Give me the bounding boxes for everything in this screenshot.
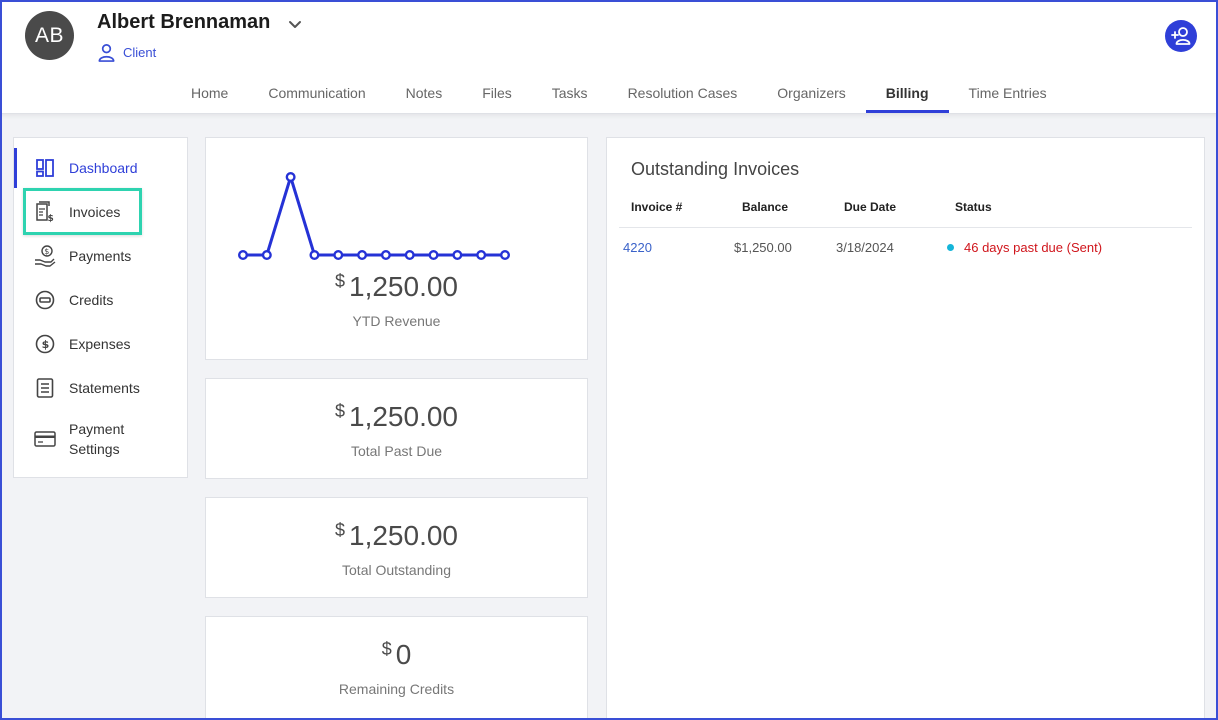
sidebar-item-dashboard[interactable]: Dashboard bbox=[14, 148, 187, 188]
credit-card-icon bbox=[34, 428, 56, 450]
sidebar-item-label-line1: Payment bbox=[69, 421, 125, 437]
statement-icon bbox=[34, 377, 56, 399]
tab-time-entries[interactable]: Time Entries bbox=[968, 85, 1047, 101]
data-point-6 bbox=[357, 249, 368, 260]
total-past-due-amount: $1,250.00 bbox=[206, 401, 587, 433]
sidebar-item-label: Payment Settings bbox=[69, 419, 124, 459]
svg-text:$: $ bbox=[42, 338, 50, 351]
status-dot-icon bbox=[947, 244, 954, 251]
sidebar-item-invoices[interactable]: $ Invoices bbox=[14, 192, 187, 232]
tab-communication[interactable]: Communication bbox=[268, 85, 366, 101]
outstanding-invoices-title: Outstanding Invoices bbox=[631, 159, 800, 179]
avatar: AB bbox=[25, 11, 74, 60]
billing-sidebar: Dashboard $ Invoices $ Payments Credits … bbox=[13, 137, 188, 478]
payment-hand-icon: $ bbox=[34, 245, 56, 267]
column-header-status[interactable]: Status bbox=[955, 200, 992, 214]
dollar-circle-icon: $ bbox=[34, 333, 56, 355]
sidebar-item-credits[interactable]: Credits bbox=[14, 280, 187, 320]
invoice-status: 46 days past due (Sent) bbox=[947, 240, 1102, 255]
tab-tasks[interactable]: Tasks bbox=[551, 85, 588, 101]
svg-text:$: $ bbox=[48, 214, 54, 223]
column-header-due-date[interactable]: Due Date bbox=[844, 200, 897, 214]
column-header-invoice[interactable]: Invoice # bbox=[631, 200, 683, 214]
invoice-icon: $ bbox=[34, 201, 56, 223]
currency-symbol: $ bbox=[334, 271, 345, 291]
sidebar-item-label: Invoices bbox=[69, 204, 121, 220]
client-type-label: Client bbox=[123, 45, 157, 60]
sidebar-item-payments[interactable]: $ Payments bbox=[14, 236, 187, 276]
sidebar-item-label-line2: Settings bbox=[69, 441, 120, 457]
data-point-10 bbox=[452, 249, 463, 260]
client-name: Albert Brennaman bbox=[97, 11, 271, 33]
currency-symbol: $ bbox=[381, 639, 392, 659]
total-past-due-label: Total Past Due bbox=[350, 443, 443, 459]
data-point-12 bbox=[500, 249, 511, 260]
data-point-3 bbox=[285, 172, 296, 183]
status-text: 46 days past due (Sent) bbox=[964, 240, 1103, 255]
svg-text:$: $ bbox=[44, 247, 49, 256]
amount-value: 1,250.00 bbox=[349, 520, 458, 551]
invoice-balance: $1,250.00 bbox=[734, 240, 792, 255]
series-line bbox=[243, 175, 505, 257]
data-point-5 bbox=[333, 249, 344, 260]
tab-billing[interactable]: Billing bbox=[865, 76, 949, 113]
total-past-due-card: $1,250.00 Total Past Due bbox=[205, 378, 588, 479]
data-point-9 bbox=[428, 249, 439, 260]
sidebar-item-label: Statements bbox=[69, 380, 140, 396]
sidebar-item-label: Credits bbox=[69, 292, 114, 308]
invoice-due-date: 3/18/2024 bbox=[836, 240, 894, 255]
currency-symbol: $ bbox=[334, 401, 345, 421]
tab-organizers[interactable]: Organizers bbox=[777, 85, 846, 101]
chevron-down-icon[interactable] bbox=[287, 16, 303, 32]
sidebar-item-expenses[interactable]: $ Expenses bbox=[14, 324, 187, 364]
remaining-credits-card: $0 Remaining Credits bbox=[205, 616, 588, 720]
ytd-revenue-amount: $1,250.00 bbox=[206, 271, 587, 303]
client-header: AB Albert Brennaman Client Home Communic… bbox=[0, 0, 1218, 114]
header-divider bbox=[619, 227, 1192, 228]
data-point-4 bbox=[309, 249, 320, 260]
add-user-icon bbox=[1171, 27, 1191, 45]
sidebar-item-label: Dashboard bbox=[69, 160, 138, 176]
sidebar-item-label: Expenses bbox=[69, 336, 131, 352]
ytd-revenue-label: YTD Revenue bbox=[352, 313, 441, 329]
data-point-8 bbox=[404, 249, 415, 260]
column-header-balance[interactable]: Balance bbox=[742, 200, 789, 214]
tab-files[interactable]: Files bbox=[482, 85, 512, 101]
total-outstanding-label: Total Outstanding bbox=[342, 562, 451, 578]
tab-bar: Home Communication Notes Files Tasks Res… bbox=[171, 76, 1067, 114]
tab-notes[interactable]: Notes bbox=[405, 85, 443, 101]
data-point-11 bbox=[476, 249, 487, 260]
currency-symbol: $ bbox=[334, 520, 345, 540]
amount-value: 1,250.00 bbox=[349, 401, 458, 432]
amount-value: 0 bbox=[395, 639, 412, 670]
ytd-revenue-chart bbox=[238, 172, 511, 260]
sidebar-item-label: Payments bbox=[69, 248, 132, 264]
dashboard-icon bbox=[34, 157, 56, 179]
remaining-credits-label: Remaining Credits bbox=[338, 681, 455, 697]
client-type: Client bbox=[97, 43, 156, 62]
user-icon bbox=[98, 44, 115, 62]
remaining-credits-amount: $0 bbox=[206, 639, 587, 671]
ytd-revenue-card: $1,250.00 YTD Revenue bbox=[205, 137, 588, 360]
invoice-number-link[interactable]: 4220 bbox=[623, 240, 652, 255]
total-outstanding-amount: $1,250.00 bbox=[206, 520, 587, 552]
sidebar-item-statements[interactable]: Statements bbox=[14, 368, 187, 408]
outstanding-invoices-panel: Outstanding Invoices Invoice # Balance D… bbox=[606, 137, 1205, 720]
sidebar-item-payment-settings[interactable]: Payment Settings bbox=[14, 416, 187, 462]
data-point-2 bbox=[261, 249, 272, 260]
credit-icon bbox=[34, 289, 56, 311]
data-point-1 bbox=[238, 249, 249, 260]
add-contact-button[interactable] bbox=[1165, 20, 1197, 52]
tab-home[interactable]: Home bbox=[191, 85, 229, 101]
total-outstanding-card: $1,250.00 Total Outstanding bbox=[205, 497, 588, 598]
tab-resolution-cases[interactable]: Resolution Cases bbox=[627, 85, 738, 101]
amount-value: 1,250.00 bbox=[349, 271, 458, 302]
data-point-7 bbox=[380, 249, 391, 260]
